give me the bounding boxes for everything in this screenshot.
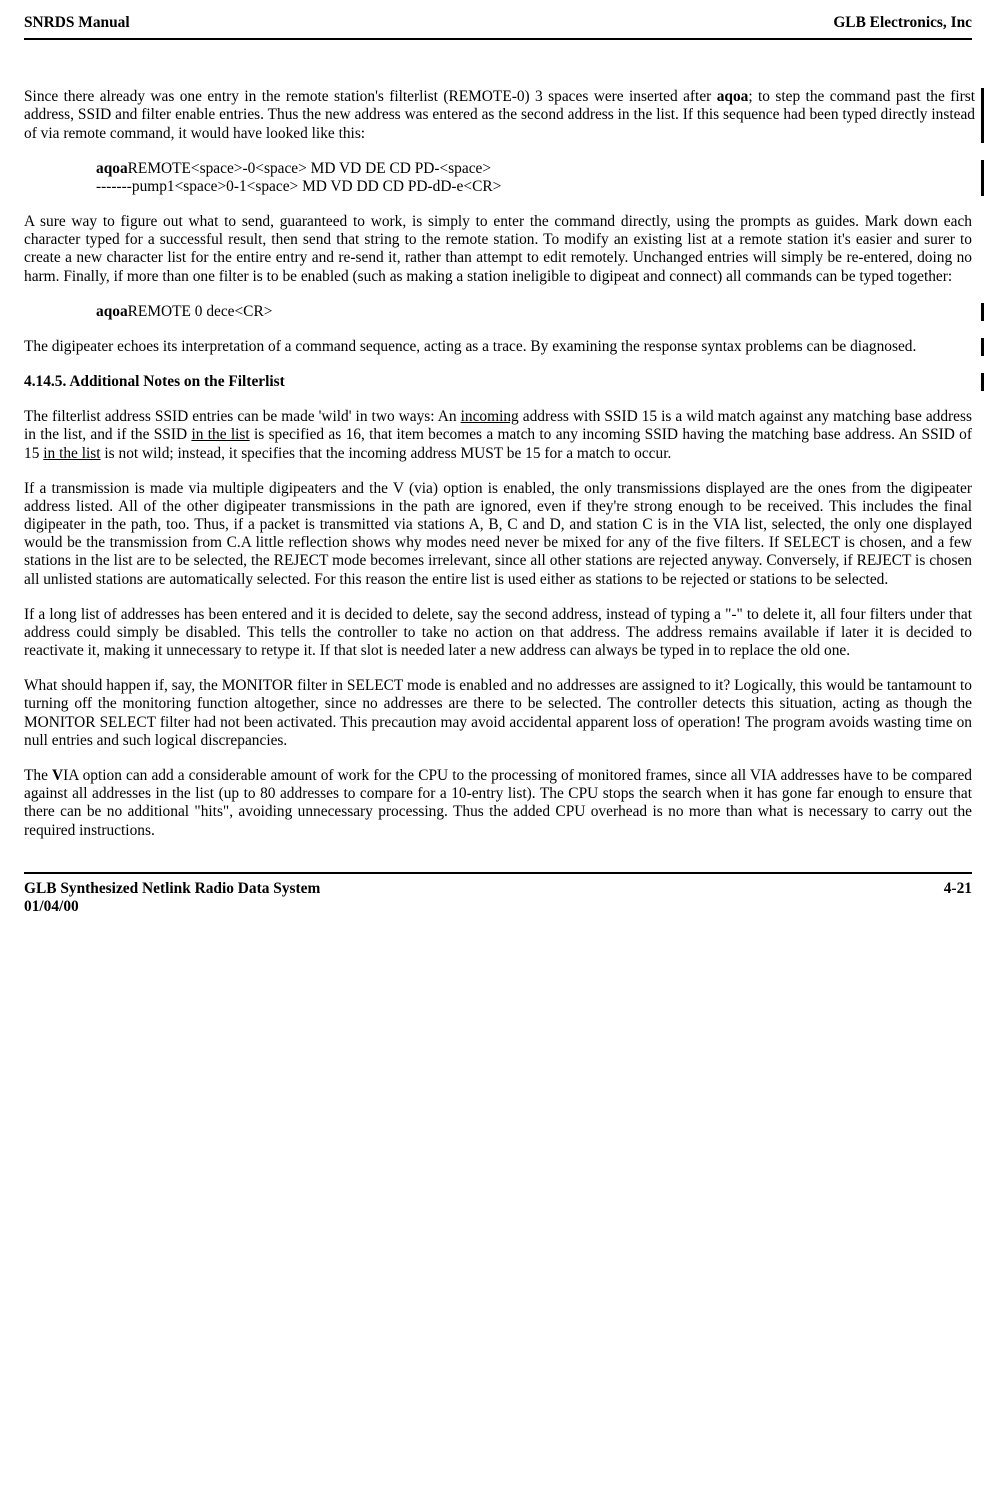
paragraph-6: If a long list of addresses has been ent… xyxy=(24,606,972,661)
page-header: SNRDS Manual GLB Electronics, Inc xyxy=(24,14,972,40)
code-block-1: aqoaREMOTE<space>-0<space> MD VD DE CD P… xyxy=(96,160,984,196)
footer-page: 4-21 xyxy=(944,880,972,916)
code1-line2: -------pump1<space>0-1<space> MD VD DD C… xyxy=(96,178,975,196)
p4-u2: in the list xyxy=(191,426,249,443)
footer-left: GLB Synthesized Netlink Radio Data Syste… xyxy=(24,880,320,916)
code2-bold: aqoa xyxy=(96,303,128,320)
footer-title: GLB Synthesized Netlink Radio Data Syste… xyxy=(24,880,320,898)
p4-u1: incoming xyxy=(461,408,519,425)
code1-line1: aqoaREMOTE<space>-0<space> MD VD DE CD P… xyxy=(96,160,975,178)
code2-rest: REMOTE 0 dece<CR> xyxy=(128,303,273,320)
header-right: GLB Electronics, Inc xyxy=(833,14,972,32)
p8-t2: IA option can add a considerable amount … xyxy=(24,767,972,839)
section-heading: 4.14.5. Additional Notes on the Filterli… xyxy=(24,373,984,391)
p8-t1: The xyxy=(24,767,52,784)
code-block-2: aqoaREMOTE 0 dece<CR> xyxy=(96,303,984,321)
paragraph-4: The filterlist address SSID entries can … xyxy=(24,408,972,463)
page-footer: GLB Synthesized Netlink Radio Data Syste… xyxy=(24,872,972,916)
p4-t4: is not wild; instead, it specifies that … xyxy=(101,445,672,462)
header-left: SNRDS Manual xyxy=(24,14,130,32)
paragraph-8: The VIA option can add a considerable am… xyxy=(24,767,972,840)
paragraph-7: What should happen if, say, the MONITOR … xyxy=(24,677,972,750)
code1-rest: REMOTE<space>-0<space> MD VD DE CD PD-<s… xyxy=(128,160,491,177)
p1-aqoa: aqoa xyxy=(717,88,749,105)
footer-date: 01/04/00 xyxy=(24,898,320,916)
paragraph-5: If a transmission is made via multiple d… xyxy=(24,480,972,589)
p4-u3: in the list xyxy=(43,445,100,462)
paragraph-3: The digipeater echoes its interpretation… xyxy=(24,338,984,356)
p4-t1: The filterlist address SSID entries can … xyxy=(24,408,461,425)
paragraph-1: Since there already was one entry in the… xyxy=(24,88,984,143)
p8-b1: V xyxy=(52,767,63,784)
p1-text1: Since there already was one entry in the… xyxy=(24,88,717,105)
paragraph-2: A sure way to figure out what to send, g… xyxy=(24,213,972,286)
code1-bold: aqoa xyxy=(96,160,128,177)
